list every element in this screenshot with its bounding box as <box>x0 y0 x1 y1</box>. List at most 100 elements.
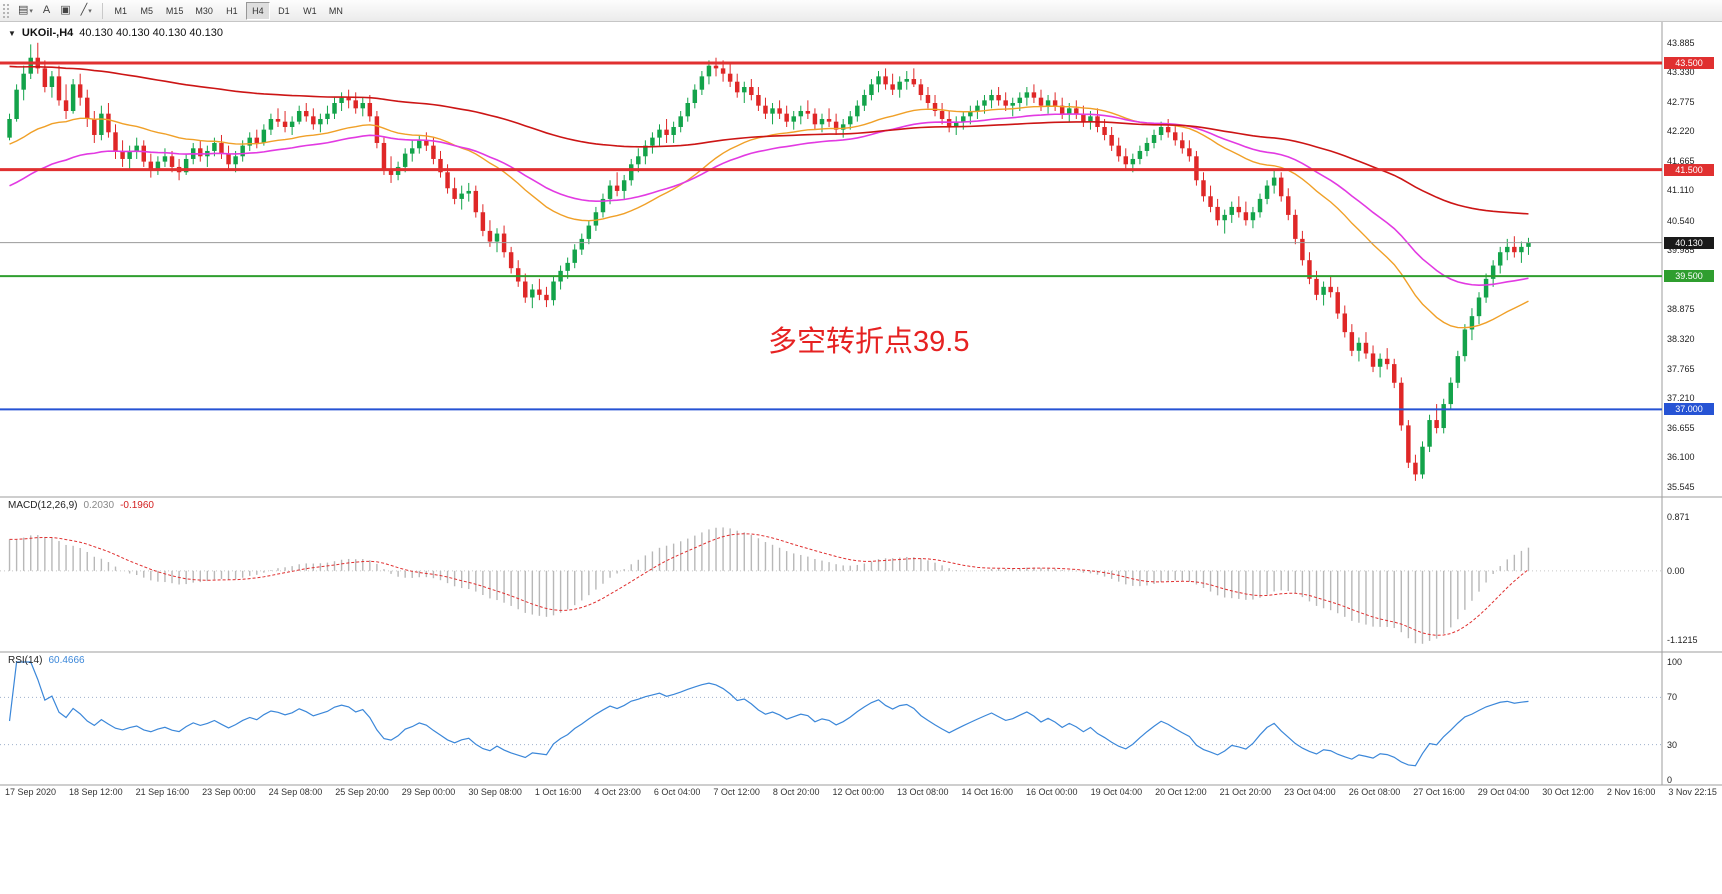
ma-layer <box>9 65 1529 329</box>
scale-tick-label: 41.110 <box>1667 185 1694 196</box>
time-axis-label: 21 Sep 16:00 <box>135 787 190 797</box>
time-axis-label: 18 Sep 12:00 <box>69 787 123 797</box>
time-axis-label: 3 Nov 22:15 <box>1668 787 1717 797</box>
scale-tick-label: 38.875 <box>1667 304 1695 315</box>
time-axis-label: 26 Oct 08:00 <box>1348 787 1401 797</box>
timeframe-group: M1 M5 M15 M30 H1 H4 D1 W1 MN <box>109 1 348 20</box>
line-studies-button-icon: ╱ <box>80 4 88 16</box>
macd-main-value: 0.2030 <box>83 500 115 511</box>
time-axis-label: 2 Nov 16:00 <box>1606 787 1656 797</box>
scale-tick-label: 36.100 <box>1667 452 1695 463</box>
timeframe-m1[interactable]: M1 <box>114 5 128 16</box>
timeframe-m5[interactable]: M5 <box>140 5 154 16</box>
time-axis[interactable]: 17 Sep 2020 18 Sep 12:00 21 Sep 16:00 23 Se… <box>0 787 1722 797</box>
time-axis-label: 19 Oct 04:00 <box>1090 787 1143 797</box>
scale-tick-label: 30 <box>1667 739 1678 750</box>
timeframe-m15[interactable]: M15 <box>165 5 184 16</box>
scale-tick-label: 0.871 <box>1667 512 1690 523</box>
rsi-header: RSI(14) 60.4666 <box>8 655 85 666</box>
time-axis-label: 23 Sep 00:00 <box>202 787 256 797</box>
time-axis-label: 29 Sep 00:00 <box>401 787 456 797</box>
collapse-triangle-icon[interactable]: ▼ <box>8 28 16 38</box>
price-level-badge: 37.000 <box>1664 403 1714 416</box>
scale-tick-label: 37.765 <box>1667 363 1695 374</box>
time-axis-label: 30 Sep 08:00 <box>468 787 522 797</box>
top-toolbar: ▤ ▾ A ▣ ╱ ▾ M1 M5 M15 M30 H1 H4 D1 W1 MN <box>0 0 1722 22</box>
macd-header: MACD(12,26,9) 0.2030 -0.1960 <box>8 500 154 511</box>
timeframe-d1[interactable]: D1 <box>278 5 290 16</box>
price-level-badge: 43.500 <box>1664 57 1714 70</box>
scale-tick-label: 0 <box>1667 775 1673 785</box>
price-level-badge: 39.500 <box>1664 270 1714 283</box>
chart-annotation-text: 多空转折点39.5 <box>768 326 970 358</box>
scale-tick-label: 43.330 <box>1667 67 1695 78</box>
time-axis-label: 20 Oct 12:00 <box>1155 787 1207 797</box>
chart-title-bar: ▼ UKOil-,H4 40.130 40.130 40.130 40.130 <box>8 27 223 39</box>
rsi-label: RSI(14) <box>8 655 43 666</box>
timeframe-w1[interactable]: W1 <box>303 5 317 16</box>
time-axis-label: 16 Oct 00:00 <box>1026 787 1078 797</box>
price-level-badge: 41.500 <box>1664 163 1714 176</box>
scale-tick-label: 40.540 <box>1667 215 1695 226</box>
timeframe-m30[interactable]: M30 <box>195 5 213 16</box>
scale-tick-label: 41.665 <box>1667 155 1695 166</box>
scale-tick-label: 36.655 <box>1667 422 1695 433</box>
symbol-title: UKOil-,H4 <box>21 27 74 39</box>
time-axis-label: 6 Oct 04:00 <box>653 787 701 797</box>
grid-layer <box>0 22 1722 786</box>
rsi-value: 60.4666 <box>48 655 85 666</box>
text-label-button[interactable]: A <box>39 2 54 20</box>
charts-toolbar-button[interactable]: ▤ ▾ <box>14 2 37 20</box>
scale-tick-label: 38.320 <box>1667 334 1695 345</box>
ohlc-values: 40.130 40.130 40.130 40.130 <box>79 27 224 39</box>
charts-toolbar-button-icon: ▤ <box>18 4 29 16</box>
scale-tick-label: 35.545 <box>1667 481 1695 492</box>
time-axis-label: 23 Oct 04:00 <box>1284 787 1336 797</box>
scale-tick-label: 39.985 <box>1667 245 1695 256</box>
macd-signal-value: -0.1960 <box>120 500 154 511</box>
tools-group: ▤ ▾ A ▣ ╱ ▾ <box>14 2 96 20</box>
objects-button[interactable]: ▣ <box>56 2 74 20</box>
scale-tick-label: 100 <box>1667 657 1683 667</box>
toolbar-grip-handle[interactable] <box>3 3 9 18</box>
time-axis-label: 24 Sep 08:00 <box>268 787 323 797</box>
macd-label: MACD(12,26,9) <box>8 500 78 511</box>
time-axis-label: 12 Oct 00:00 <box>832 787 884 797</box>
time-axis-label: 13 Oct 08:00 <box>896 787 949 797</box>
time-axis-label: 1 Oct 16:00 <box>534 787 582 797</box>
timeframe-mn[interactable]: MN <box>328 5 343 16</box>
scale-tick-label: 0.00 <box>1667 565 1685 576</box>
time-axis-label: 21 Oct 20:00 <box>1219 787 1272 797</box>
time-axis-label: 17 Sep 2020 <box>5 787 57 797</box>
time-axis-label: 8 Oct 20:00 <box>772 787 820 797</box>
scale-tick-label: -1.1215 <box>1667 635 1698 646</box>
line-studies-button[interactable]: ╱ ▾ <box>77 2 96 20</box>
time-axis-label: 7 Oct 12:00 <box>713 787 760 797</box>
toolbar-separator <box>101 2 103 19</box>
rsi-layer <box>0 661 1662 767</box>
candles-layer <box>7 42 1531 481</box>
time-axis-label: 14 Oct 16:00 <box>961 787 1014 797</box>
scale-tick-label: 70 <box>1667 692 1678 703</box>
scale-tick-label: 42.775 <box>1667 96 1695 107</box>
price-level-badge: 40.130 <box>1664 236 1714 249</box>
scale-tick-label: 37.210 <box>1667 393 1695 404</box>
time-axis-label: 29 Oct 04:00 <box>1477 787 1530 797</box>
scale-tick-label: 43.885 <box>1667 37 1695 48</box>
scale-tick-label: 42.220 <box>1667 126 1695 137</box>
time-axis-label: 27 Oct 16:00 <box>1413 787 1465 797</box>
text-label-button-icon: A <box>42 4 51 16</box>
time-axis-label: 4 Oct 23:00 <box>594 787 641 797</box>
timeframe-h1[interactable]: H1 <box>226 5 238 16</box>
time-axis-label: 30 Oct 12:00 <box>1542 787 1594 797</box>
objects-button-icon: ▣ <box>60 4 71 16</box>
price-scale[interactable]: 43.885 43.330 42.775 42.220 41.665 41.110 40.5… <box>1663 22 1722 785</box>
timeframe-h4[interactable]: H4 <box>245 1 270 20</box>
macd-layer <box>0 527 1662 644</box>
caret-down-icon: ▾ <box>88 7 92 15</box>
hlines-layer <box>0 61 1662 411</box>
caret-down-icon: ▾ <box>29 7 33 15</box>
time-axis-label: 25 Sep 20:00 <box>335 787 389 797</box>
